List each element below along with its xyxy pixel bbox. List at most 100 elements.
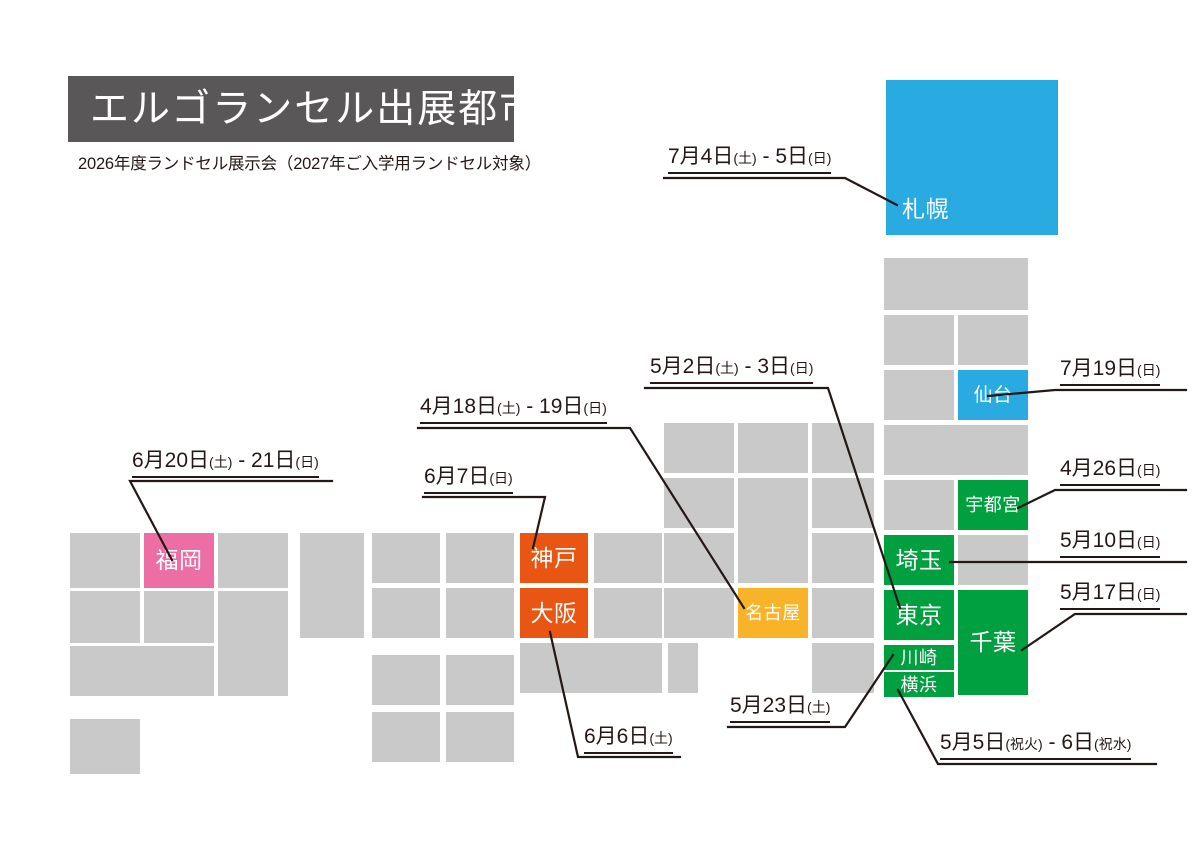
date-callout-saitama: 5月10日(日) bbox=[1060, 529, 1161, 558]
date-callout-fukuoka: 6月20日(土) - 21日(日) bbox=[132, 450, 319, 478]
date-callout-kawasaki: 5月23日(土) bbox=[730, 694, 831, 723]
city-tile-sapporo[interactable]: 札幌 bbox=[886, 80, 1058, 235]
map-tile-gray bbox=[884, 425, 1028, 475]
city-label-osaka: 大阪 bbox=[530, 599, 578, 626]
city-tile-yokohama[interactable]: 横浜 bbox=[884, 672, 954, 697]
map-tile-gray bbox=[738, 423, 808, 473]
city-label-kobe: 神戸 bbox=[530, 544, 578, 571]
city-tile-chiba[interactable]: 千葉 bbox=[958, 590, 1028, 695]
date-text: 6月20日 bbox=[132, 449, 210, 472]
map-tile-gray bbox=[664, 423, 734, 473]
date-text: 5月23日 bbox=[730, 694, 808, 717]
date-weekday: (日) bbox=[1137, 534, 1161, 550]
city-label-chiba: 千葉 bbox=[969, 629, 1017, 655]
map-tile-gray bbox=[884, 370, 954, 420]
city-tile-osaka[interactable]: 大阪 bbox=[520, 588, 588, 638]
map-tile-gray bbox=[372, 533, 440, 583]
map-tile-gray bbox=[446, 712, 514, 762]
city-tile-tokyo[interactable]: 東京 bbox=[884, 590, 954, 640]
map-tile-gray bbox=[70, 591, 140, 643]
map-tile-gray bbox=[664, 478, 734, 528]
map-tile-gray bbox=[738, 478, 808, 583]
map-tile-gray bbox=[812, 423, 874, 473]
date-text-end: - 19日 bbox=[520, 395, 584, 418]
city-tile-fukuoka[interactable]: 福岡 bbox=[144, 533, 214, 588]
date-weekday: (土) bbox=[807, 699, 831, 715]
map-tile-gray bbox=[520, 643, 662, 693]
map-tile-gray bbox=[70, 646, 214, 696]
map-tile-gray bbox=[958, 315, 1028, 365]
date-weekday: (土) bbox=[209, 454, 233, 470]
city-label-yokohama: 横浜 bbox=[900, 674, 938, 695]
date-text: 5月2日 bbox=[650, 355, 716, 378]
map-tile-gray bbox=[218, 591, 288, 696]
map-tile-gray bbox=[812, 533, 874, 583]
date-text-end: - 3日 bbox=[738, 355, 791, 378]
date-callout-chiba: 5月17日(日) bbox=[1060, 581, 1161, 610]
leader-sapporo bbox=[662, 176, 899, 207]
date-text: 5月10日 bbox=[1060, 529, 1138, 552]
date-weekday: (土) bbox=[649, 730, 673, 746]
city-tile-kobe[interactable]: 神戸 bbox=[520, 533, 588, 583]
date-text: 4月18日 bbox=[420, 395, 498, 418]
page-title: エルゴランセル出展都市 bbox=[90, 87, 541, 131]
date-weekday: (土) bbox=[733, 150, 757, 166]
city-tile-sendai[interactable]: 仙台 bbox=[958, 370, 1028, 420]
date-weekday-end: (日) bbox=[583, 400, 607, 416]
date-weekday-end: (日) bbox=[808, 150, 832, 166]
leader-chiba bbox=[1020, 612, 1188, 652]
map-tile-gray bbox=[812, 588, 874, 638]
map-tile-gray bbox=[372, 712, 440, 762]
city-label-utsunomiya: 宇都宮 bbox=[965, 495, 1021, 515]
city-label-kawasaki: 川崎 bbox=[900, 647, 938, 668]
date-callout-yokohama: 5月5日(祝火) - 6日(祝水) bbox=[940, 731, 1132, 760]
map-tile-gray bbox=[218, 533, 288, 588]
date-text-end: - 21日 bbox=[232, 449, 296, 472]
page-title-bar: エルゴランセル出展都市 bbox=[68, 76, 538, 142]
map-tile-gray bbox=[664, 588, 734, 638]
map-tile-gray bbox=[372, 588, 440, 638]
city-tile-kawasaki[interactable]: 川崎 bbox=[884, 645, 954, 670]
date-weekday: (土) bbox=[497, 400, 521, 416]
date-weekday: (日) bbox=[489, 470, 513, 486]
date-text-end: - 5日 bbox=[756, 145, 809, 168]
date-text: 7月4日 bbox=[668, 145, 734, 168]
date-callout-kobe: 6月7日(日) bbox=[424, 466, 513, 494]
date-weekday: (日) bbox=[1137, 462, 1161, 478]
map-tile-gray bbox=[958, 535, 1028, 585]
date-text: 5月17日 bbox=[1060, 581, 1138, 604]
city-tile-nagoya[interactable]: 名古屋 bbox=[738, 588, 808, 638]
date-weekday: (土) bbox=[715, 360, 739, 376]
date-text: 7月19日 bbox=[1060, 357, 1138, 380]
page-subtitle: 2026年度ランドセル展示会（2027年ご入学用ランドセル対象） bbox=[78, 155, 542, 173]
date-text: 4月26日 bbox=[1060, 457, 1138, 480]
date-weekday: (祝火) bbox=[1005, 736, 1043, 752]
date-weekday: (日) bbox=[1137, 362, 1161, 378]
city-tile-utsunomiya[interactable]: 宇都宮 bbox=[958, 480, 1028, 530]
map-tile-gray bbox=[664, 533, 734, 583]
date-callout-sapporo: 7月4日(土) - 5日(日) bbox=[668, 145, 832, 174]
city-label-fukuoka: 福岡 bbox=[155, 547, 203, 573]
city-label-sapporo: 札幌 bbox=[902, 196, 949, 222]
map-tile-gray bbox=[884, 480, 954, 530]
map-tile-gray bbox=[884, 315, 954, 365]
map-tile-gray bbox=[884, 258, 1028, 310]
city-tile-saitama[interactable]: 埼玉 bbox=[884, 535, 954, 585]
leader-utsunomiya bbox=[1016, 488, 1188, 510]
map-tile-gray bbox=[668, 643, 698, 693]
map-tile-gray bbox=[594, 533, 662, 583]
date-text-end: - 6日 bbox=[1042, 731, 1095, 754]
date-text: 6月6日 bbox=[584, 725, 650, 748]
date-text: 5月5日 bbox=[940, 731, 1006, 754]
map-tile-gray bbox=[446, 588, 514, 638]
city-label-nagoya: 名古屋 bbox=[745, 603, 801, 623]
date-callout-sendai: 7月19日(日) bbox=[1060, 357, 1161, 386]
date-text: 6月7日 bbox=[424, 465, 490, 488]
map-tile-gray bbox=[300, 533, 364, 638]
map-tile-gray bbox=[70, 719, 140, 774]
date-callout-utsunomiya: 4月26日(日) bbox=[1060, 457, 1161, 486]
date-callout-tokyo: 5月2日(土) - 3日(日) bbox=[650, 355, 814, 384]
map-tile-gray bbox=[70, 533, 140, 588]
date-weekday-end: (祝水) bbox=[1094, 736, 1132, 752]
